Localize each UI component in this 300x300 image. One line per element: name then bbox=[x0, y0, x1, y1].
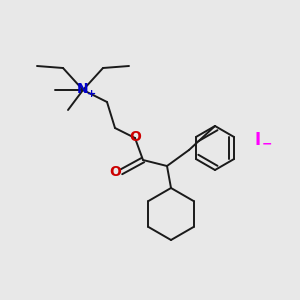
Text: N: N bbox=[77, 82, 89, 96]
Text: I: I bbox=[255, 131, 261, 149]
Text: −: − bbox=[262, 137, 272, 151]
Text: O: O bbox=[129, 130, 141, 144]
Text: +: + bbox=[86, 89, 96, 99]
Text: O: O bbox=[109, 165, 121, 179]
